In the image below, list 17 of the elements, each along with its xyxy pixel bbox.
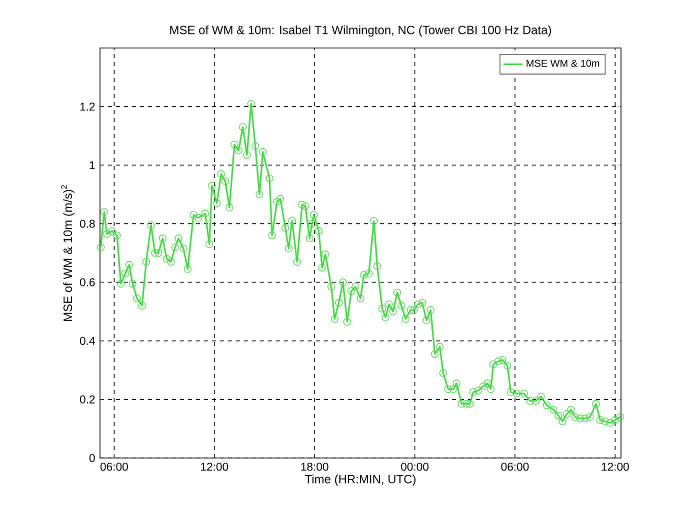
x-tick-label: 12:00 xyxy=(201,462,228,471)
y-tick-label: 0.4 xyxy=(80,336,95,345)
x-tick-label: 12:00 xyxy=(602,462,629,471)
x-tick-label: 18:00 xyxy=(301,462,328,471)
legend-label: MSE WM & 10m xyxy=(526,60,600,67)
x-axis-title: Time (HR:MIN, UTC) xyxy=(305,474,416,486)
y-tick-label: 1 xyxy=(90,161,95,170)
x-tick-label: 00:00 xyxy=(401,462,429,471)
chart-title: MSE of WM & 10m: Isabel T1 Wilmington, NC (Tower CBI 100 Hz Data) xyxy=(170,25,552,37)
x-tick-label: 06:00 xyxy=(100,462,128,471)
x-tick-label: 06:00 xyxy=(501,462,529,471)
y-tick-label: 1.2 xyxy=(80,102,95,111)
y-tick-label: 0.8 xyxy=(80,220,95,228)
y-tick-label: 0.6 xyxy=(80,278,95,286)
y-tick-label: 0 xyxy=(89,454,95,462)
y-axis-title: MSE of WM & 10m (m/s)$^{2}$ xyxy=(61,185,74,321)
y-tick-label: 0.2 xyxy=(80,395,95,404)
